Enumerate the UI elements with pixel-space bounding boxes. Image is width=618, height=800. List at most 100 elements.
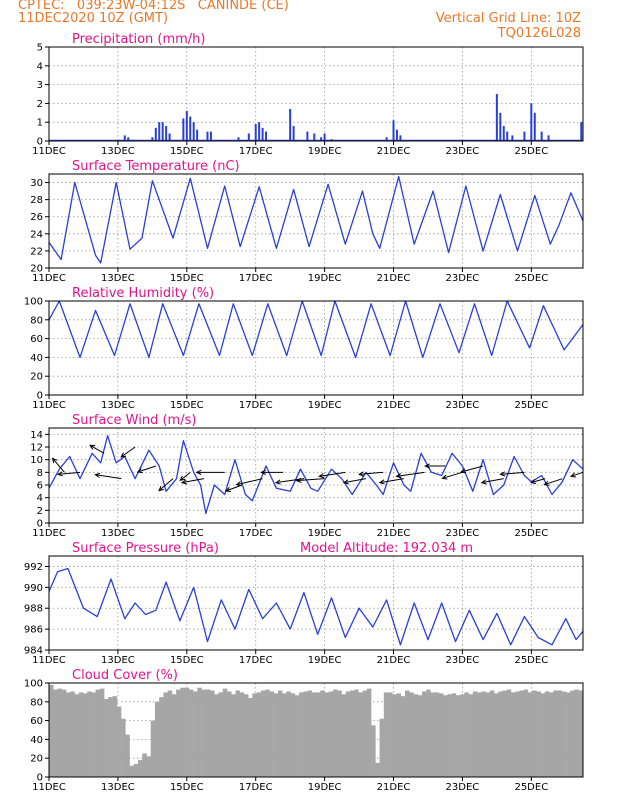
panel-precip: 0 1 2 3 4 5 11DEC 13DEC 15DEC 17DEC 19DEC 21DEC 23DE…: [32, 32, 584, 157]
wind-arrowhead: [274, 479, 281, 485]
cloud-bar: [214, 694, 219, 777]
precip-bar: [151, 137, 154, 141]
wind-arrowhead: [499, 471, 506, 477]
cloud-bar: [108, 697, 113, 777]
panel-title: Cloud Cover (%): [72, 668, 178, 683]
wind-arrow: [460, 465, 484, 473]
cloud-bar: [210, 690, 215, 777]
wind-arrowhead: [459, 468, 467, 474]
x-tick-label: 21DEC: [377, 655, 411, 666]
cloud-bar: [498, 691, 503, 777]
x-tick-label: 13DEC: [101, 146, 135, 157]
cloud-bar: [277, 690, 283, 777]
header-grid-note: Vertical Grid Line: 10Z: [435, 11, 581, 26]
x-tick-label: 25DEC: [514, 782, 548, 793]
precip-bar: [530, 103, 533, 141]
wind-arrow: [137, 465, 156, 473]
y-tick-label: 12: [30, 443, 43, 454]
cloud-bar: [494, 693, 499, 777]
y-tick-label: 30: [30, 178, 43, 189]
precip-bar: [254, 124, 257, 141]
x-tick-label: 15DEC: [170, 400, 204, 411]
precip-bar: [289, 109, 292, 141]
wind-arrow: [89, 444, 105, 454]
cloud-bar: [544, 691, 550, 777]
cloud-bar: [282, 693, 287, 777]
cloud-bar: [341, 694, 346, 777]
cloud-bar: [57, 688, 63, 777]
cloud-bar: [154, 701, 160, 777]
wind-arrowhead: [441, 474, 448, 480]
x-tick-label: 21DEC: [377, 273, 411, 284]
header-model: TQ0126L028: [497, 26, 581, 41]
cloud-bar: [256, 692, 262, 777]
x-tick-label: 17DEC: [239, 273, 273, 284]
precip-bar: [165, 125, 168, 141]
y-tick-label: 988: [24, 604, 43, 615]
panel-title: Relative Humidity (%): [72, 286, 214, 301]
precip-bar: [127, 137, 130, 141]
cloud-bar: [561, 691, 567, 777]
x-tick-label: 11DEC: [32, 655, 66, 666]
cloud-bar: [205, 689, 211, 777]
cloud-bar: [273, 693, 279, 777]
precip-bar: [495, 94, 498, 141]
cloud-bar: [252, 693, 257, 777]
cloud-bar: [460, 694, 465, 777]
precip-bar: [161, 122, 164, 141]
precip-bar: [206, 131, 209, 141]
x-tick-label: 23DEC: [446, 528, 480, 539]
cloud-bar: [303, 691, 308, 777]
wind-arrowhead: [378, 479, 385, 485]
wind-arrowhead: [180, 479, 187, 485]
cloud-bar: [515, 691, 520, 777]
panel-press: 984 986 988 990 992 11DEC 13DEC 15DEC 17DEC 19DEC…: [24, 541, 584, 666]
x-tick-label: 11DEC: [32, 400, 66, 411]
x-tick-label: 25DEC: [514, 655, 548, 666]
x-tick-label: 19DEC: [308, 528, 342, 539]
y-tick-label: 20: [30, 372, 43, 383]
cloud-bar: [477, 692, 482, 777]
x-tick-label: 15DEC: [170, 528, 204, 539]
cloud-bar: [290, 693, 296, 777]
cloud-bar: [99, 688, 105, 777]
wind-arrowhead: [235, 481, 242, 487]
wind-arrowhead: [56, 471, 63, 477]
y-tick-label: 60: [30, 716, 43, 727]
x-tick-label: 11DEC: [32, 782, 66, 793]
cloud-bar: [163, 692, 168, 777]
y-tick-label: 5: [37, 43, 43, 54]
cloud-bar: [405, 690, 410, 777]
cloud-bar: [413, 694, 419, 777]
precip-bar: [185, 110, 188, 141]
cloud-bar: [116, 706, 122, 777]
cloud-bar: [540, 693, 546, 777]
precip-bar: [385, 137, 388, 141]
wind-arrow: [481, 478, 504, 484]
wind-arrow: [530, 478, 546, 484]
cloud-bar: [159, 697, 164, 777]
wind-arrow: [379, 478, 404, 484]
cloud-bar: [269, 691, 274, 777]
cloud-bar: [574, 689, 580, 777]
x-tick-label: 21DEC: [377, 528, 411, 539]
x-tick-label: 21DEC: [377, 400, 411, 411]
precip-bar: [258, 122, 261, 141]
cloud-bar: [260, 690, 266, 777]
x-tick-label: 25DEC: [514, 400, 548, 411]
cloud-bar: [345, 691, 351, 777]
cloud-bar: [557, 690, 563, 777]
cloud-bar: [481, 691, 486, 777]
rh-line: [48, 300, 584, 359]
wind-arrow: [544, 478, 563, 486]
wind-arrow: [181, 478, 205, 484]
precip-bar: [499, 112, 502, 141]
cloud-bar: [121, 718, 126, 777]
cloud-bar: [78, 692, 84, 777]
cloud-bar: [468, 694, 474, 777]
wind-arrowhead: [51, 457, 58, 464]
x-tick-label: 13DEC: [101, 400, 135, 411]
wind-arrow: [236, 478, 263, 486]
precip-bar: [523, 131, 526, 141]
